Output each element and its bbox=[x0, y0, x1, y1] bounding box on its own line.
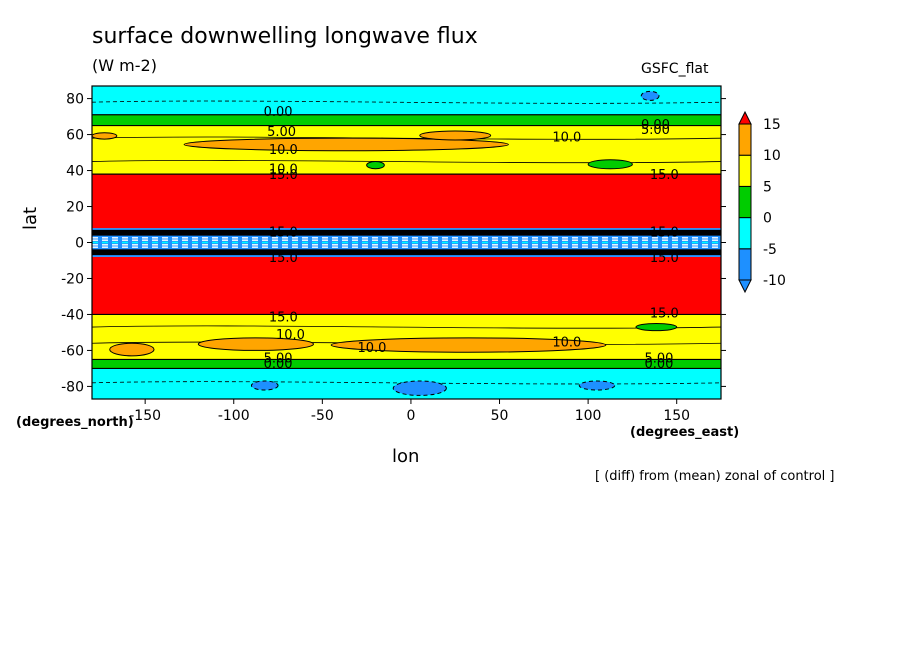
contour-label-9: 15.0 bbox=[269, 226, 298, 241]
y-axis-units: (degrees_north) bbox=[16, 415, 134, 430]
contour-label-18: 5.00 bbox=[264, 352, 293, 367]
contour-label-2: 10.0 bbox=[269, 143, 298, 158]
contour-label-13: 15.0 bbox=[269, 310, 298, 325]
y-tick-label-80: 80 bbox=[66, 92, 84, 108]
colorbar-label-3: 5 bbox=[763, 179, 772, 195]
blue-patch-s1 bbox=[250, 380, 279, 391]
y-tick-label-0: 0 bbox=[75, 236, 84, 252]
colorbar-extend-low bbox=[738, 279, 752, 294]
footnote: [ (diff) from (mean) zonal of control ] bbox=[595, 469, 835, 484]
contour-label-19: 0.00 bbox=[264, 357, 293, 372]
x-tick-label-50: 50 bbox=[491, 408, 509, 424]
colorbar-segment-2 bbox=[738, 185, 752, 219]
contour-label-4: 15.0 bbox=[269, 168, 298, 183]
thin-contour-1 bbox=[91, 325, 722, 329]
units-label: (W m-2) bbox=[92, 56, 157, 75]
orange-patch-n2 bbox=[419, 130, 492, 141]
x-tick-label--50: -50 bbox=[311, 408, 334, 424]
colorbar-label-4: 10 bbox=[763, 148, 781, 164]
contour-label-17: 15.0 bbox=[650, 307, 679, 322]
blue-patch-s2 bbox=[392, 380, 447, 396]
contour-label-20: 5.00 bbox=[645, 352, 674, 367]
x-tick-label--100: -100 bbox=[218, 408, 250, 424]
x-tick-label-150: 150 bbox=[663, 408, 690, 424]
colorbar-segment-4 bbox=[738, 123, 752, 156]
x-tick-label--150: -150 bbox=[129, 408, 161, 424]
colorbar-label-1: -5 bbox=[763, 242, 777, 258]
contour-label-11: 15.0 bbox=[650, 226, 679, 241]
contour-label-16: 10.0 bbox=[552, 335, 581, 350]
blue-patch-n1 bbox=[640, 90, 660, 101]
contour-label-7: 5.00 bbox=[641, 123, 670, 138]
x-axis-units: (degrees_east) bbox=[630, 425, 740, 440]
colorbar-segment-3 bbox=[738, 154, 752, 187]
contour-label-5: 10.0 bbox=[552, 130, 581, 145]
orange-band-s2 bbox=[330, 337, 607, 353]
contour-label-3: 10.0 bbox=[269, 163, 298, 178]
y-tick-label--60: -60 bbox=[61, 343, 84, 359]
green-patch-n1 bbox=[366, 161, 385, 170]
chart-title: surface downwelling longwave flux bbox=[92, 24, 478, 49]
lat-band-1 bbox=[92, 359, 721, 369]
orange-band-n bbox=[183, 137, 509, 152]
contour-label-8: 15.0 bbox=[650, 168, 679, 183]
green-patch-n2 bbox=[587, 159, 633, 170]
colorbar-segment-0 bbox=[738, 248, 752, 281]
y-tick-label-40: 40 bbox=[66, 164, 84, 180]
lat-band-3 bbox=[92, 256, 721, 315]
colorbar-segment-1 bbox=[738, 217, 752, 250]
orange-patch-sw bbox=[109, 342, 155, 357]
green-patch-s1 bbox=[635, 322, 678, 332]
contour-label-1: 5.00 bbox=[267, 125, 296, 140]
y-tick-label-60: 60 bbox=[66, 128, 84, 144]
colorbar-label-5: 15 bbox=[763, 117, 781, 133]
contour-label-10: 15.0 bbox=[269, 251, 298, 266]
thin-contour-4 bbox=[91, 100, 722, 104]
colorbar-label-0: -10 bbox=[763, 273, 786, 289]
lat-band-7 bbox=[92, 114, 721, 126]
x-tick-label-100: 100 bbox=[575, 408, 602, 424]
blue-patch-s3 bbox=[578, 380, 616, 391]
x-tick-label-0: 0 bbox=[406, 408, 415, 424]
y-tick-label--80: -80 bbox=[61, 379, 84, 395]
orange-patch-nw bbox=[91, 132, 118, 140]
contour-label-6: 0.00 bbox=[641, 118, 670, 133]
contour-label-15: 10.0 bbox=[357, 341, 386, 356]
contour-label-0: 0.00 bbox=[264, 105, 293, 120]
x-axis-label: lon bbox=[392, 446, 420, 467]
lat-band-5 bbox=[92, 174, 721, 229]
y-tick-label-20: 20 bbox=[66, 200, 84, 216]
run-name-label: GSFC_flat bbox=[641, 61, 709, 77]
lat-band-8 bbox=[92, 86, 721, 115]
colorbar-extend-high bbox=[738, 110, 752, 125]
orange-band-s1 bbox=[197, 337, 314, 351]
colorbar-label-2: 0 bbox=[763, 211, 772, 227]
contour-label-12: 15.0 bbox=[650, 251, 679, 266]
contour-label-21: 0.00 bbox=[645, 357, 674, 372]
y-tick-label--40: -40 bbox=[61, 307, 84, 323]
lat-band-2 bbox=[92, 314, 721, 360]
y-tick-label--20: -20 bbox=[61, 271, 84, 287]
contour-label-14: 10.0 bbox=[276, 328, 305, 343]
thin-contour-5 bbox=[91, 381, 722, 385]
